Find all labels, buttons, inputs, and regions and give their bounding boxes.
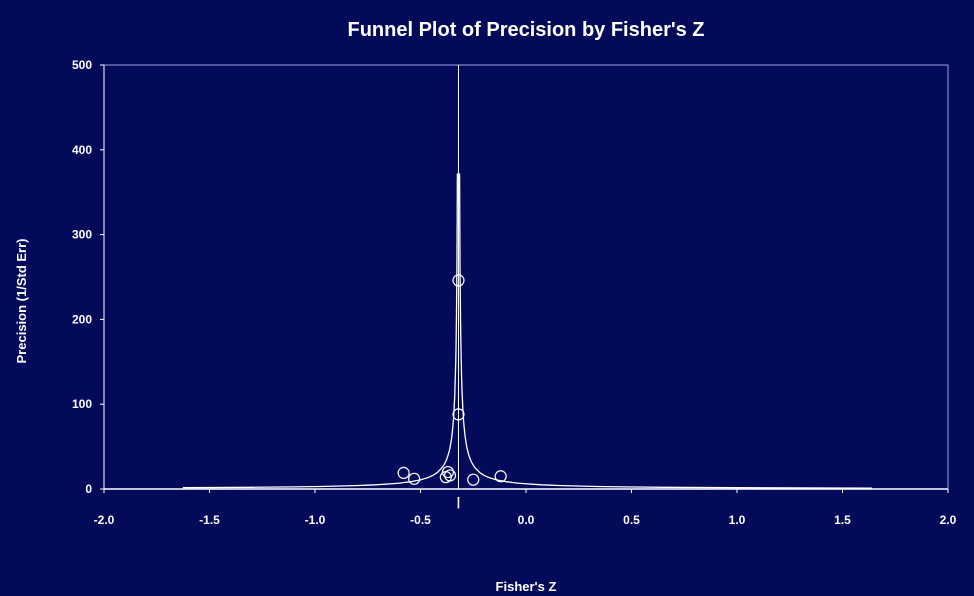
x-tick-label: 1.5: [834, 513, 851, 527]
data-points: [397, 274, 507, 486]
y-tick-label: 0: [85, 482, 92, 496]
plot-frame: [103, 64, 949, 490]
data-point: [467, 473, 480, 486]
data-point: [452, 274, 465, 287]
funnel-lines: [182, 65, 873, 489]
chart-title: Funnel Plot of Precision by Fisher's Z: [347, 19, 704, 41]
x-tick-label: 0.0: [518, 513, 535, 527]
x-tick-label: 2.0: [940, 513, 957, 527]
y-tick-label: 400: [72, 143, 92, 157]
funnel-left-limit: [182, 173, 459, 489]
x-tick-label: 0.5: [623, 513, 640, 527]
y-tick-label: 300: [72, 228, 92, 242]
x-tick-label: -2.0: [94, 513, 115, 527]
pooled-mean-marker: |: [457, 495, 460, 509]
x-tick-label: -1.5: [199, 513, 220, 527]
axes: -2.0 -1.5 -1.0 -0.5 0.0 0.5 1.0 1.5 2.0 0 100 200 30…: [72, 58, 957, 527]
x-tick-label: -0.5: [410, 513, 431, 527]
x-axis-label: Fisher's Z: [496, 579, 557, 594]
x-tick-label: 1.0: [729, 513, 746, 527]
y-tick-label: 500: [72, 58, 92, 72]
data-point: [439, 471, 452, 484]
data-point: [408, 472, 421, 485]
funnel-right-limit: [458, 173, 873, 489]
data-point: [397, 466, 410, 479]
y-tick-label: 200: [72, 312, 92, 326]
data-point: [494, 470, 507, 483]
data-point: [441, 465, 455, 479]
data-point: [452, 408, 465, 421]
x-tick-label: -1.0: [305, 513, 326, 527]
y-axis-label: Precision (1/Std Err): [14, 239, 29, 364]
y-tick-label: 100: [72, 397, 92, 411]
